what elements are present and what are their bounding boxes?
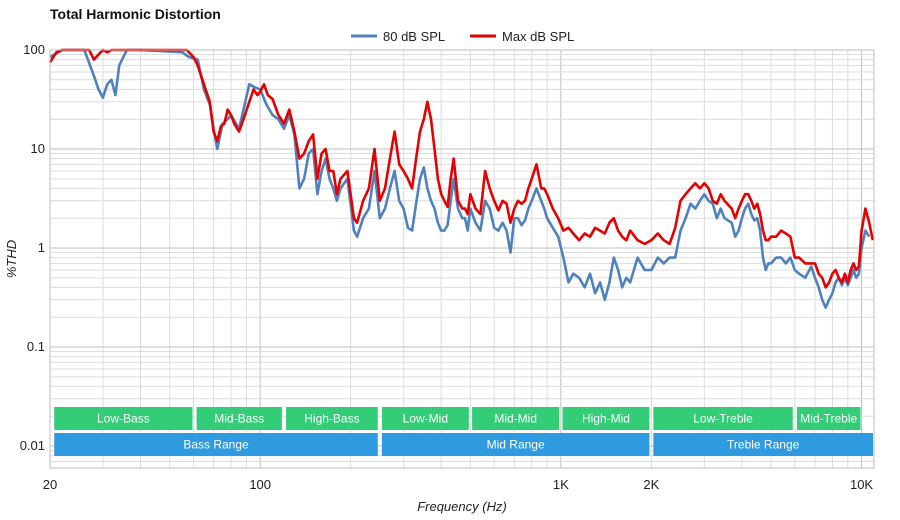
x-tick-label: 20 xyxy=(43,477,57,492)
y-axis-label: %THD xyxy=(4,240,19,278)
legend-label-max: Max dB SPL xyxy=(502,29,574,44)
series-line-1 xyxy=(48,48,875,289)
sub-band-label-6: Low-Treble xyxy=(693,412,753,426)
sub-band-label-4: Mid-Mid xyxy=(494,412,537,426)
range-band-label-0: Bass Range xyxy=(183,438,249,452)
series-line-0 xyxy=(49,48,871,309)
y-tick-label: 10 xyxy=(31,141,45,156)
frequency-bands: Low-Bass Mid-Bass High-Bass Low-Mid Mid-Mid H… xyxy=(54,407,873,456)
x-tick-label: 1K xyxy=(553,477,569,492)
grid xyxy=(49,49,874,469)
range-band-0 xyxy=(54,433,378,456)
sub-band-5 xyxy=(562,407,650,430)
plot-area xyxy=(50,50,874,468)
range-band-label-2: Treble Range xyxy=(727,438,800,452)
sub-band-label-3: Low-Mid xyxy=(403,412,448,426)
legend: 80 dB SPL Max dB SPL xyxy=(351,29,574,44)
sub-band-label-0: Low-Bass xyxy=(97,412,150,426)
range-band-2 xyxy=(653,433,873,456)
range-band-1 xyxy=(381,433,650,456)
x-tick-label: 10K xyxy=(850,477,873,492)
chart-title: Total Harmonic Distortion xyxy=(50,6,221,22)
x-axis-ticks: 20 100 1K 2K 10K xyxy=(43,477,874,492)
x-axis-label: Frequency (Hz) xyxy=(417,499,507,514)
legend-label-80db: 80 dB SPL xyxy=(383,29,445,44)
y-tick-label: 0.1 xyxy=(27,339,45,354)
y-tick-label: 100 xyxy=(23,42,45,57)
sub-band-6 xyxy=(653,407,793,430)
y-tick-label: 1 xyxy=(38,240,45,255)
sub-band-label-7: Mid-Treble xyxy=(800,412,857,426)
sub-band-7 xyxy=(796,407,861,430)
series-layer xyxy=(48,48,875,309)
sub-band-4 xyxy=(472,407,560,430)
sub-band-label-5: High-Mid xyxy=(582,412,630,426)
sub-band-0 xyxy=(54,407,193,430)
y-axis-ticks: 100 10 1 0.1 0.01 xyxy=(20,42,45,453)
sub-band-3 xyxy=(381,407,469,430)
sub-band-label-2: High-Bass xyxy=(304,412,359,426)
y-tick-label: 0.01 xyxy=(20,438,45,453)
sub-band-1 xyxy=(196,407,282,430)
x-tick-label: 2K xyxy=(643,477,659,492)
range-band-label-1: Mid Range xyxy=(487,438,545,452)
plot-border xyxy=(49,49,875,469)
sub-band-2 xyxy=(286,407,378,430)
sub-band-label-1: Mid-Bass xyxy=(214,412,264,426)
x-tick-label: 100 xyxy=(249,477,271,492)
